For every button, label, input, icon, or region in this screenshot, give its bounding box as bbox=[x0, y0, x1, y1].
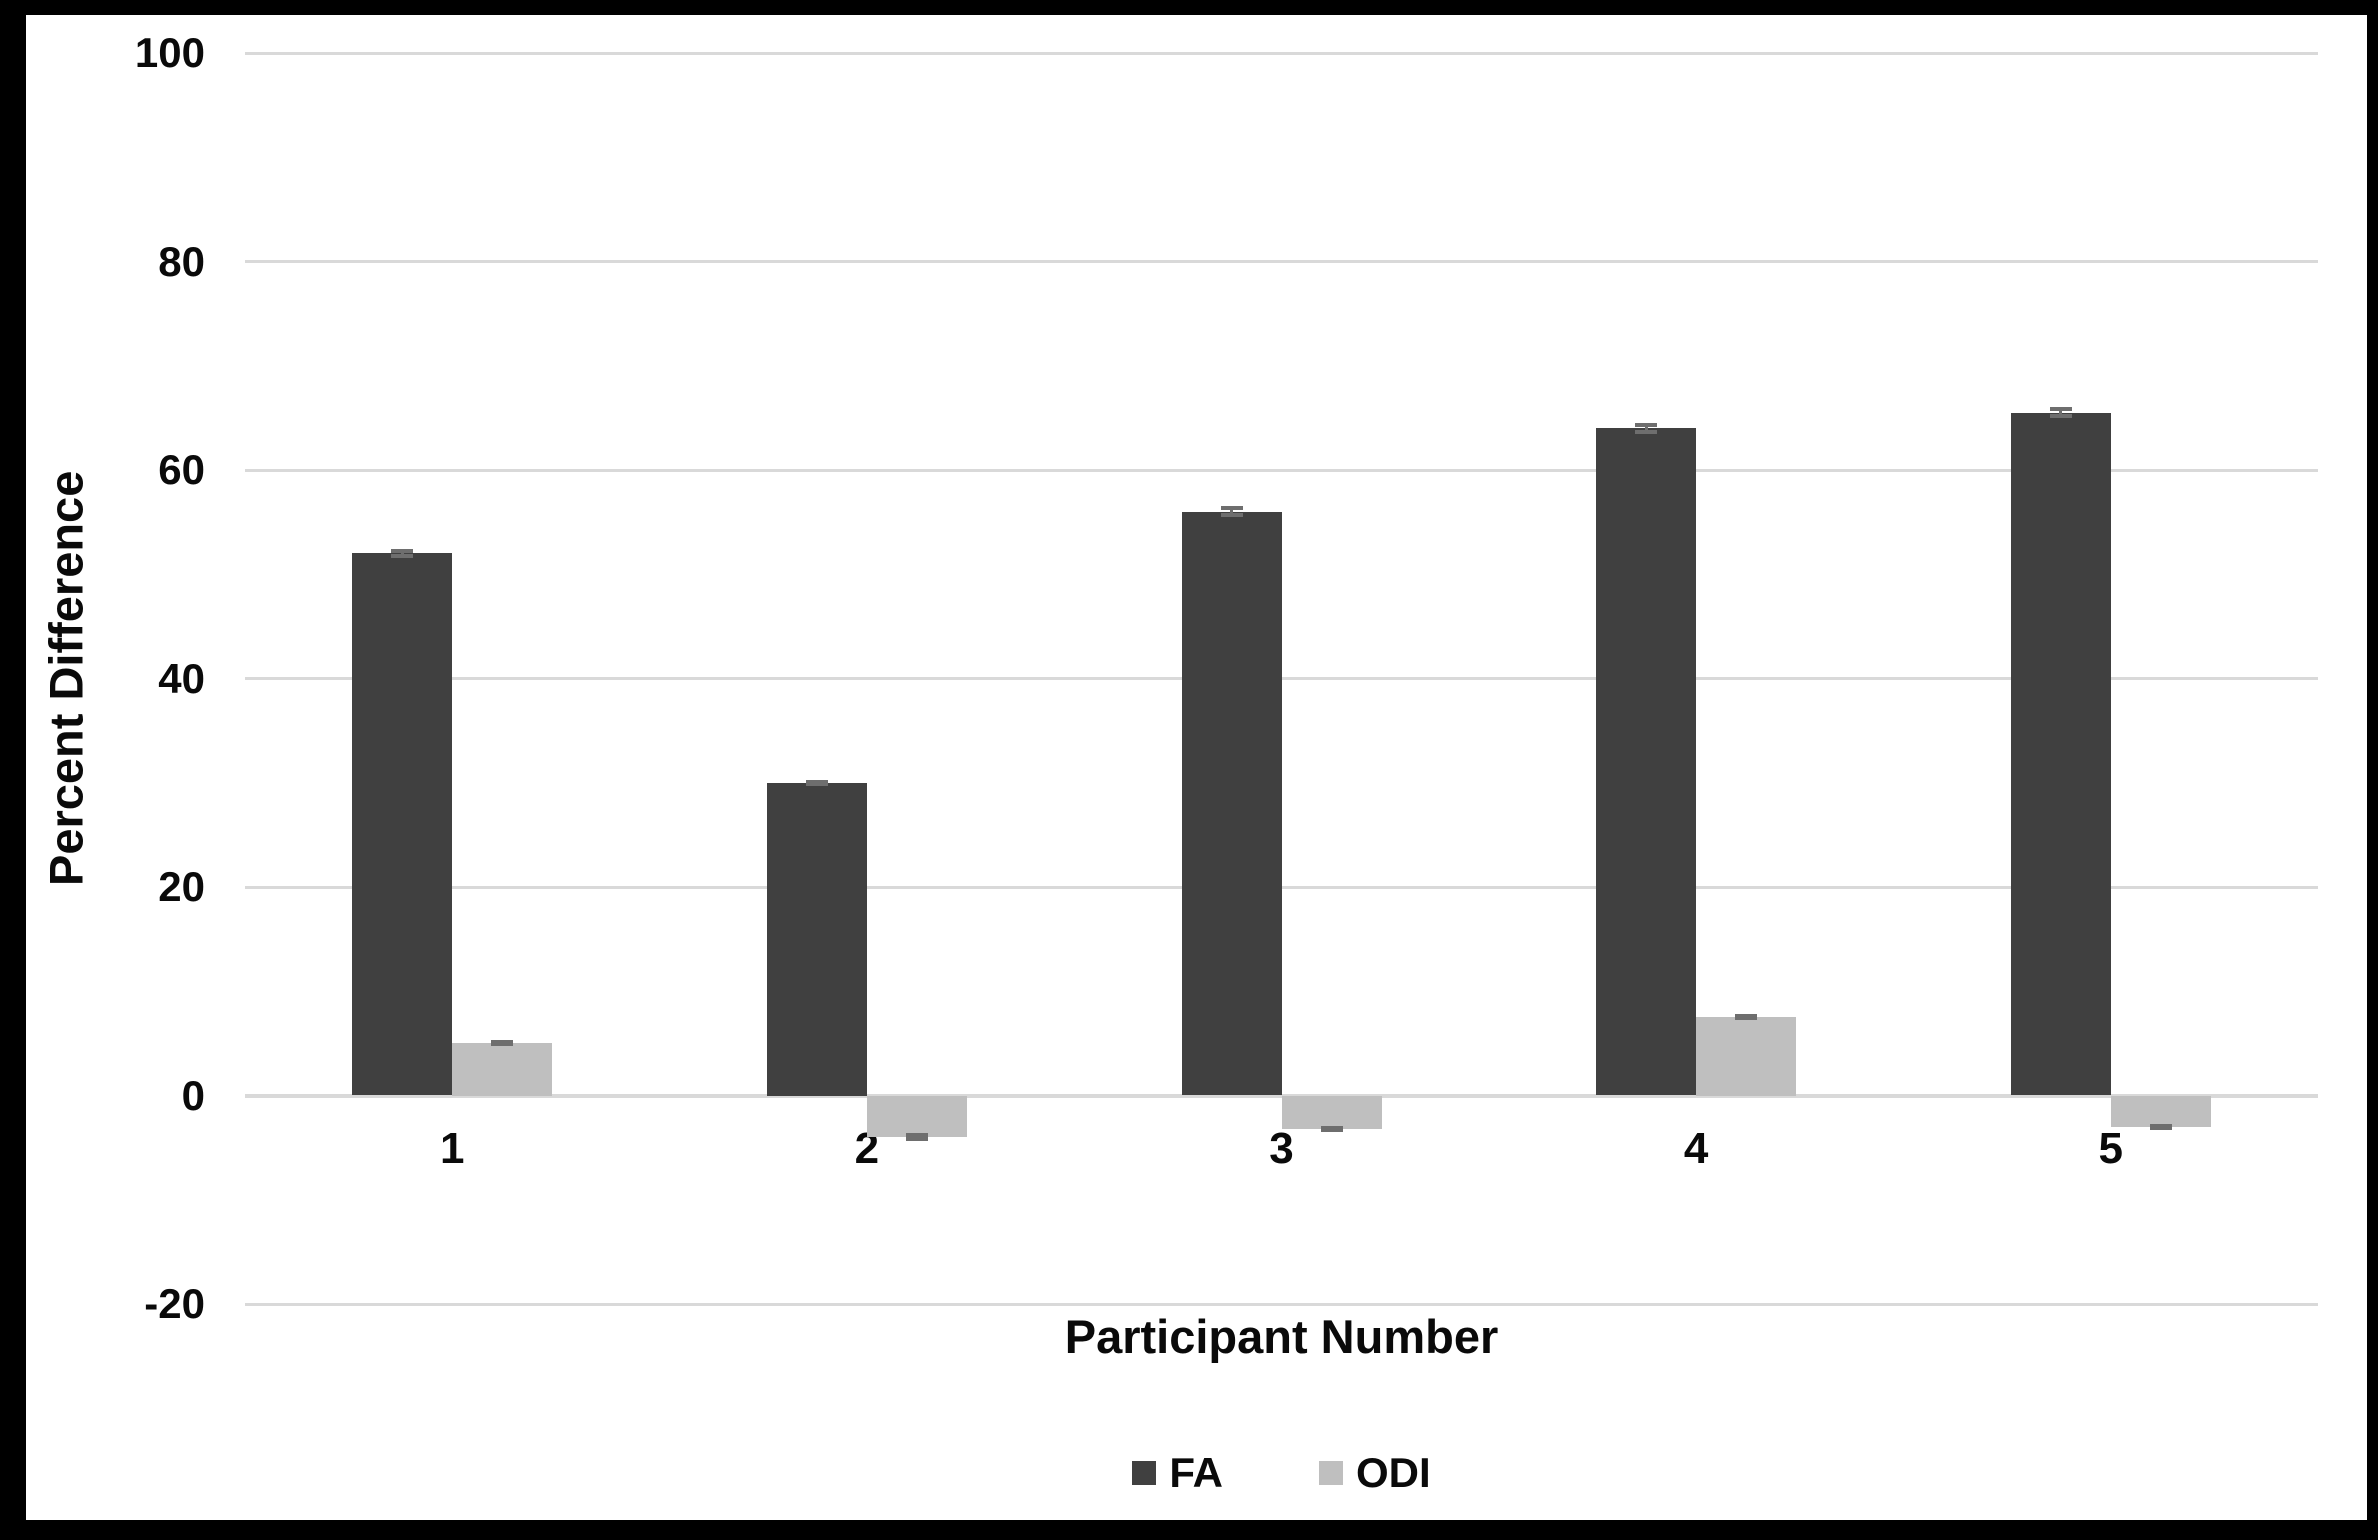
error-bar-cap-top bbox=[805, 779, 828, 784]
plot-area: 100 80 60 40 20 0 -20 1 2 3 4 5 bbox=[135, 29, 2318, 1327]
error-bar-fa-4 bbox=[1635, 423, 1658, 434]
error-bar-cap-top bbox=[905, 1133, 928, 1138]
gridline-20 bbox=[245, 885, 2318, 889]
bar-fa-3 bbox=[1181, 511, 1282, 1096]
error-bar-fa-1 bbox=[391, 549, 414, 558]
error-bar-cap-top bbox=[391, 549, 414, 554]
gridline-40 bbox=[245, 677, 2318, 680]
error-bar-cap-top bbox=[491, 1040, 514, 1045]
bar-odi-2 bbox=[866, 1095, 967, 1138]
y-tick-label-0: 0 bbox=[181, 1071, 205, 1119]
x-tick-label-3: 3 bbox=[1269, 1123, 1294, 1173]
y-tick-label--20: -20 bbox=[144, 1280, 205, 1327]
y-tick-label-100: 100 bbox=[134, 29, 205, 76]
bar-odi-3 bbox=[1281, 1095, 1382, 1129]
error-bar-fa-2 bbox=[805, 779, 828, 786]
bar-fa-2 bbox=[766, 782, 867, 1096]
error-bar-cap-bottom bbox=[1220, 512, 1243, 517]
error-bar-cap-top bbox=[1220, 506, 1243, 511]
y-tick-label-60: 60 bbox=[158, 446, 205, 493]
error-bar-cap-bottom bbox=[905, 1137, 928, 1142]
error-bar-cap-top bbox=[2049, 407, 2072, 412]
bar-odi-5 bbox=[2110, 1095, 2211, 1127]
error-bar-cap-top bbox=[2149, 1123, 2172, 1128]
bar-fa-1 bbox=[352, 553, 453, 1096]
error-bar-cap-top bbox=[1320, 1125, 1343, 1130]
error-bar-odi-4 bbox=[1735, 1014, 1758, 1021]
error-bar-cap-bottom bbox=[1735, 1016, 1758, 1021]
error-bar-cap-bottom bbox=[391, 553, 414, 558]
bar-fa-4 bbox=[1596, 428, 1697, 1096]
error-bar-cap-bottom bbox=[1320, 1127, 1343, 1132]
bar-fa-5 bbox=[2010, 412, 2111, 1096]
error-bar-odi-5 bbox=[2149, 1123, 2172, 1130]
error-bar-fa-5 bbox=[2049, 407, 2072, 418]
legend-swatch-odi bbox=[1319, 1461, 1343, 1485]
error-bar-stem bbox=[1644, 423, 1648, 434]
error-bar-odi-1 bbox=[491, 1040, 514, 1047]
error-bar-cap-bottom bbox=[2149, 1125, 2172, 1130]
x-axis-title: Participant Number bbox=[1064, 1310, 1499, 1363]
gridline-80 bbox=[245, 260, 2318, 263]
legend-label-odi: ODI bbox=[1356, 1449, 1431, 1496]
error-bar-cap-top bbox=[1635, 423, 1658, 428]
error-bar-cap-bottom bbox=[491, 1042, 514, 1047]
legend-label-fa: FA bbox=[1169, 1449, 1223, 1496]
x-tick-label-5: 5 bbox=[2098, 1123, 2123, 1173]
gridline-60 bbox=[245, 468, 2318, 472]
error-bar-odi-3 bbox=[1320, 1125, 1343, 1132]
error-bar-odi-2 bbox=[905, 1133, 928, 1142]
error-bar-stem bbox=[915, 1133, 919, 1142]
legend: FA ODI bbox=[245, 1443, 2318, 1503]
bar-odi-4 bbox=[1696, 1017, 1797, 1096]
y-axis-title: Percent Difference bbox=[39, 470, 93, 887]
x-tick-label-4: 4 bbox=[1683, 1123, 1709, 1173]
error-bar-cap-bottom bbox=[1635, 429, 1658, 434]
y-tick-label-40: 40 bbox=[158, 654, 205, 702]
y-tick-label-80: 80 bbox=[158, 237, 205, 285]
legend-item-odi: ODI bbox=[1319, 1448, 1431, 1498]
error-bar-stem bbox=[400, 549, 404, 558]
legend-item-fa: FA bbox=[1132, 1448, 1223, 1498]
gridline-100 bbox=[245, 51, 2318, 55]
error-bar-stem bbox=[2059, 407, 2063, 418]
error-bar-cap-top bbox=[1735, 1014, 1758, 1019]
legend-swatch-fa bbox=[1132, 1461, 1157, 1485]
error-bar-cap-bottom bbox=[2049, 413, 2072, 418]
y-tick-label-20: 20 bbox=[158, 863, 205, 910]
bar-odi-1 bbox=[452, 1043, 553, 1096]
error-bar-fa-3 bbox=[1220, 506, 1243, 517]
gridline--20 bbox=[245, 1302, 2318, 1306]
error-bar-cap-bottom bbox=[805, 781, 828, 786]
x-tick-label-1: 1 bbox=[440, 1123, 465, 1173]
error-bar-stem bbox=[1230, 506, 1233, 517]
